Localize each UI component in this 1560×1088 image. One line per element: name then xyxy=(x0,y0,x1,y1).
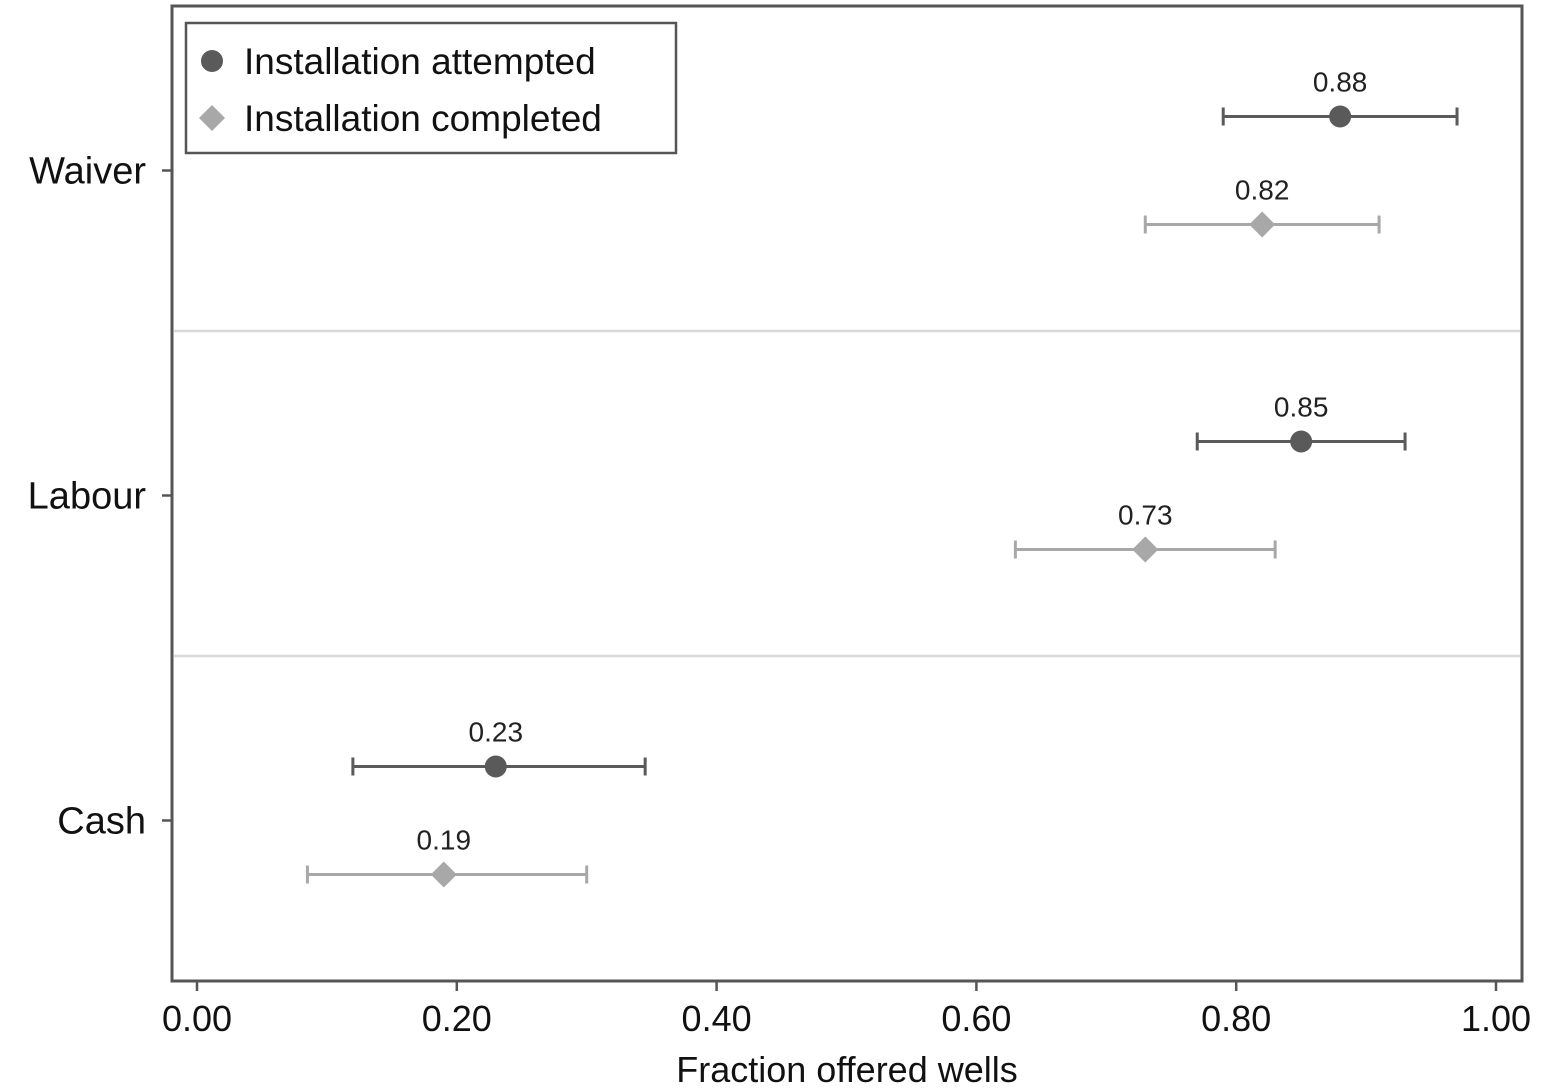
legend-marker-installation-completed xyxy=(199,105,225,131)
data-label: 0.85 xyxy=(1274,392,1329,423)
category-separators xyxy=(174,329,1520,658)
data-marks: 0.88 0.85 0.23 0.82 0.73 0.19 xyxy=(305,67,1459,888)
data-point xyxy=(1132,536,1159,563)
series-installation-completed: 0.82 0.73 0.19 xyxy=(305,175,1381,888)
category-label-waiver: Waiver xyxy=(29,151,146,193)
data-label: 0.73 xyxy=(1118,500,1173,531)
legend-label-installation-completed: Installation completed xyxy=(244,98,602,139)
category-label-cash: Cash xyxy=(57,801,146,843)
x-tick-label: 0.60 xyxy=(941,998,1011,1039)
legend-marker-installation-attempted xyxy=(201,50,223,72)
x-tick-label: 0.40 xyxy=(682,998,752,1039)
x-tick-label: 1.00 xyxy=(1461,998,1531,1039)
x-tick-label: 0.20 xyxy=(422,998,492,1039)
x-axis-title: Fraction offered wells xyxy=(676,1049,1018,1088)
data-label: 0.82 xyxy=(1235,175,1290,206)
x-axis: 0.00 0.20 0.40 0.60 0.80 1.00 xyxy=(162,981,1531,1039)
data-point xyxy=(1249,211,1276,238)
data-label: 0.19 xyxy=(417,825,472,856)
legend: Installation attempted Installation compl… xyxy=(184,21,678,155)
data-label: 0.88 xyxy=(1313,67,1368,98)
x-tick-label: 0.80 xyxy=(1201,998,1271,1039)
data-point xyxy=(1290,430,1313,453)
series-installation-attempted: 0.88 0.85 0.23 xyxy=(351,67,1459,778)
data-point xyxy=(1329,105,1352,128)
plot-border xyxy=(170,4,1524,983)
data-point xyxy=(484,755,507,778)
legend-box xyxy=(184,21,678,155)
y-axis: Waiver Labour Cash xyxy=(28,151,172,843)
category-label-labour: Labour xyxy=(28,476,147,518)
x-tick-label: 0.00 xyxy=(162,998,232,1039)
plot-frame xyxy=(170,4,1524,983)
data-label: 0.23 xyxy=(469,717,524,748)
data-point xyxy=(430,861,457,888)
legend-label-installation-attempted: Installation attempted xyxy=(244,41,596,82)
